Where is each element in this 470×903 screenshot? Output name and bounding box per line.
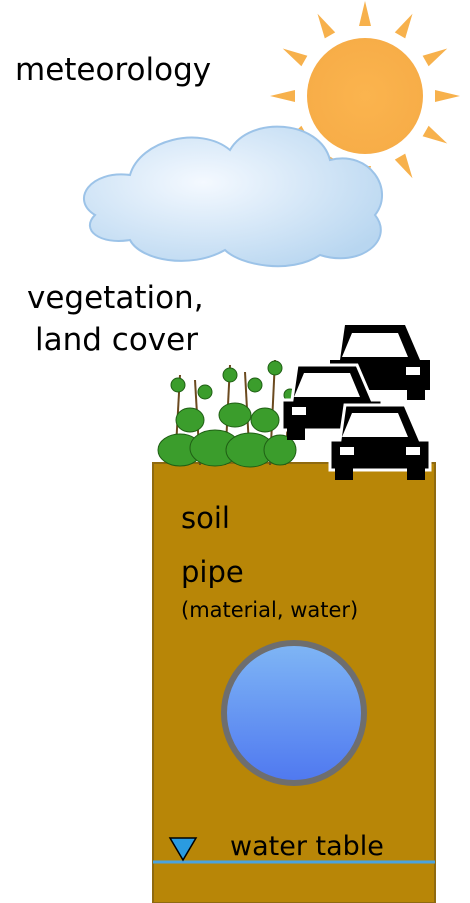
pipe-detail-label: (material, water) xyxy=(181,598,358,622)
diagram: meteorology vegetation, land cover soil … xyxy=(0,0,470,903)
meteorology-label: meteorology xyxy=(15,52,211,88)
pipe-label: pipe xyxy=(181,555,244,589)
cars xyxy=(282,325,430,480)
vegetation xyxy=(158,360,296,467)
soil-label: soil xyxy=(181,501,230,535)
vegetation-label: vegetation, xyxy=(27,280,204,316)
pipe xyxy=(224,643,364,783)
cloud xyxy=(84,127,382,267)
water-table-label: water table xyxy=(230,831,384,862)
land-cover-label: land cover xyxy=(35,322,198,358)
